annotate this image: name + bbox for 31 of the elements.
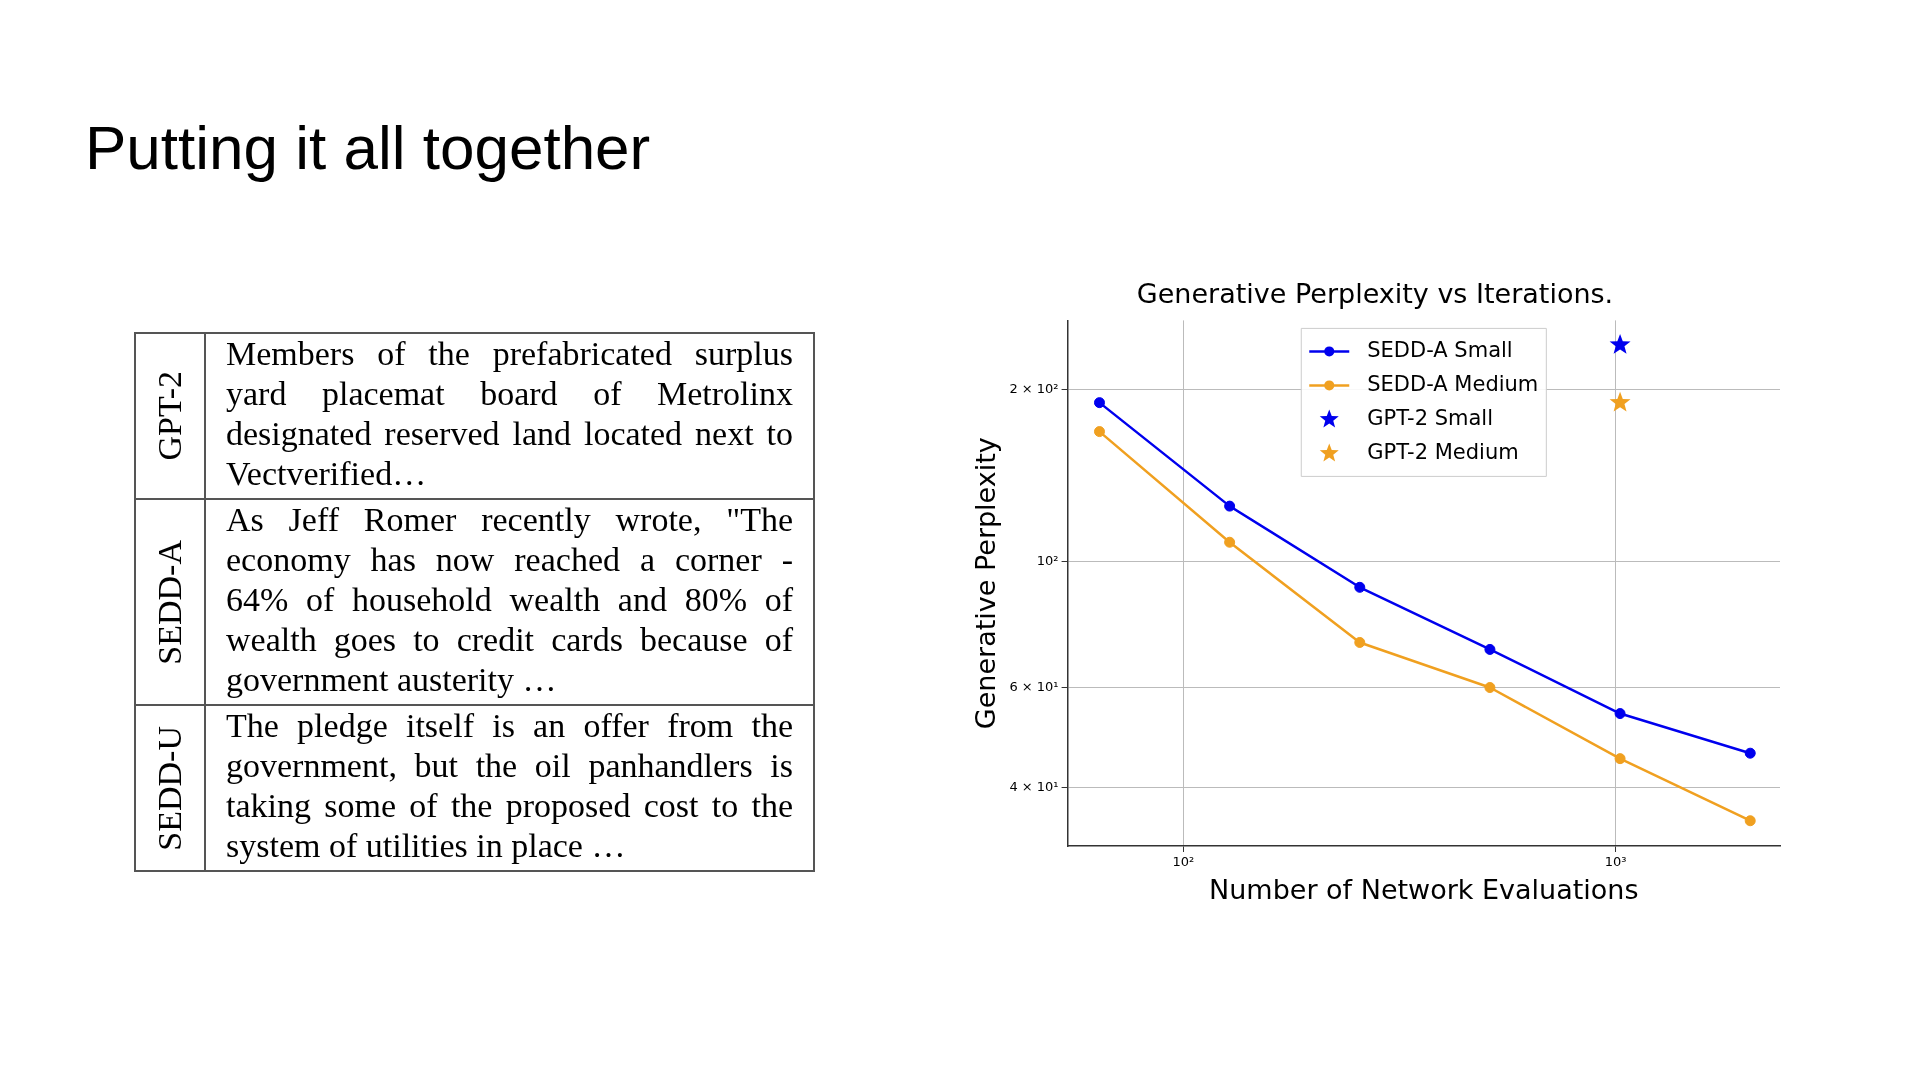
text: The pledge itself is an offer from the government, but the oil panhandlers is taking some of the proposed cost to the system of utilities in place …	[205, 705, 814, 871]
x-tick-label: 10³	[1604, 854, 1627, 870]
legend-label: SEDD-A Small	[1367, 337, 1513, 362]
x-axis-title: Number of Network Evaluations	[1209, 873, 1639, 905]
y-tick-label: 4 × 10¹	[1009, 779, 1059, 795]
text: SEDD-A	[150, 539, 189, 665]
point	[1354, 581, 1366, 593]
point	[1484, 682, 1496, 694]
point	[1093, 426, 1105, 438]
point	[1484, 643, 1496, 655]
legend-label: SEDD-A Medium	[1367, 371, 1539, 396]
point	[1744, 815, 1756, 827]
point	[1614, 753, 1626, 765]
point	[1354, 636, 1366, 648]
text: GPT-2	[150, 371, 189, 461]
point	[1224, 536, 1236, 548]
chart-title: Generative Perplexity vs Iterations.	[1136, 278, 1614, 310]
text: As Jeff Romer recently wrote, "The economy has now reached a corner - 64% of household wealth and 80% of wealth goes to credit cards because of government austerity …	[205, 499, 814, 705]
legend-label: GPT-2 Small	[1367, 405, 1494, 430]
point	[1093, 397, 1105, 409]
y-tick-label: 10²	[1036, 552, 1059, 568]
y-tick-label: 2 × 10²	[1009, 381, 1059, 397]
text: Members of the prefabricated surplus yard placemat board of Metrolinx designated reserved land located next to Vectverified…	[205, 333, 814, 499]
y-tick-label: 6 × 10¹	[1009, 678, 1059, 694]
point	[1224, 500, 1236, 512]
point	[1614, 708, 1626, 720]
y-axis-title: Generative Perplexity	[970, 437, 1002, 730]
text: SEDD-U	[150, 725, 189, 851]
legend-label: GPT-2 Medium	[1367, 439, 1519, 464]
text: Putting it all together	[85, 112, 651, 183]
point	[1744, 747, 1756, 759]
